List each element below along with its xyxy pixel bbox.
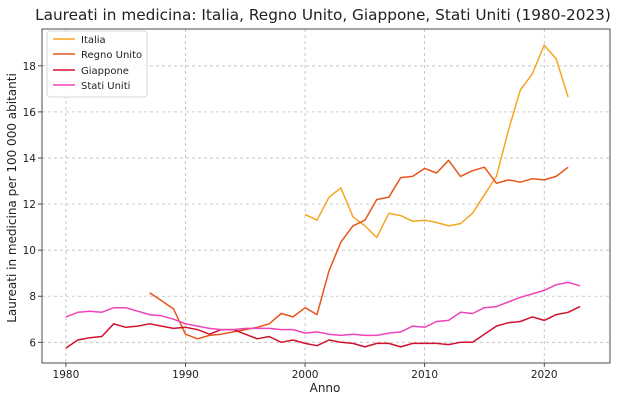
legend-item-stati-uniti: Stati Uniti xyxy=(53,81,130,92)
x-tick-label: 2020 xyxy=(531,369,558,381)
y-tick-label: 8 xyxy=(29,291,36,303)
y-tick-label: 6 xyxy=(29,337,36,349)
y-axis-label: Laureati in medicina per 100 000 abitant… xyxy=(5,73,19,323)
plot-area-frame xyxy=(41,28,611,364)
x-tick-label: 2010 xyxy=(411,369,438,381)
legend-item-giappone: Giappone xyxy=(53,66,129,77)
y-tick-label: 16 xyxy=(23,107,37,119)
legend-item-regno-unito: Regno Unito xyxy=(53,50,142,61)
series-line-stati-uniti xyxy=(65,281,581,337)
legend-label: Stati Uniti xyxy=(81,81,130,92)
x-tick-label: 1980 xyxy=(53,369,80,381)
y-tick-label: 10 xyxy=(23,245,36,257)
chart-title: Laureati in medicina: Italia, Regno Unit… xyxy=(35,6,611,24)
x-axis-ticks: 1980 1990 2000 2010 2020 xyxy=(53,363,558,381)
series-line-italia xyxy=(304,44,569,239)
y-axis-ticks: 6 8 10 12 14 16 18 xyxy=(23,61,42,349)
y-tick-label: 18 xyxy=(23,61,36,73)
legend-label: Regno Unito xyxy=(81,50,142,61)
legend-label: Giappone xyxy=(81,66,129,77)
x-axis-label: Anno xyxy=(310,381,341,395)
y-tick-label: 12 xyxy=(23,199,36,211)
legend: Italia Regno Unito Giappone Stati Uniti xyxy=(46,30,148,98)
legend-label: Italia xyxy=(81,35,106,46)
series-line-regno-unito xyxy=(149,159,569,340)
x-tick-label: 2000 xyxy=(292,369,319,381)
legend-box xyxy=(46,30,148,98)
x-tick-label: 1990 xyxy=(172,369,199,381)
series-line-giappone xyxy=(65,305,581,349)
series-lines xyxy=(65,44,581,349)
legend-item-italia: Italia xyxy=(53,35,106,46)
y-tick-label: 14 xyxy=(23,153,37,165)
